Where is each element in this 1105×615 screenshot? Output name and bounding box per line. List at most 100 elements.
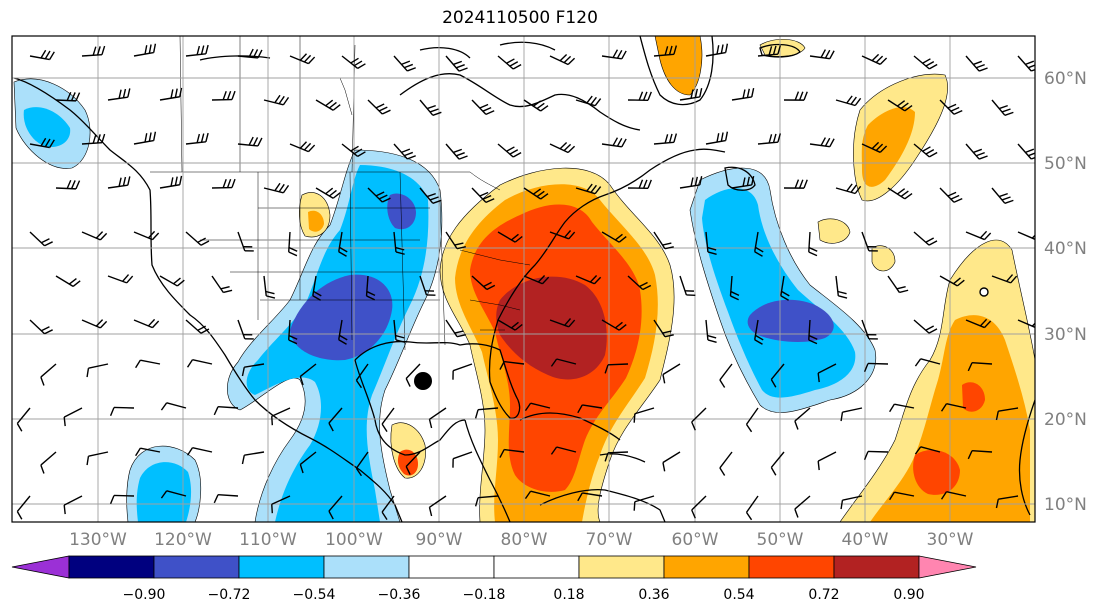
lat-label: 30°N — [1044, 325, 1087, 345]
wind-barb-feather — [96, 134, 101, 144]
wind-barb — [991, 275, 1012, 284]
wind-barb — [140, 359, 161, 365]
wind-barb — [133, 139, 154, 145]
wind-barb-feather — [586, 95, 593, 104]
wind-barb-feather — [568, 231, 576, 240]
wind-barb-feather — [730, 295, 739, 301]
wind-barb — [861, 319, 870, 340]
wind-barb — [719, 451, 733, 469]
wind-barb-feather — [509, 149, 519, 155]
wind-barb-feather — [299, 141, 308, 149]
wind-barb-feather — [1001, 196, 1011, 201]
colorbar-segment — [323, 555, 410, 579]
wind-barb-feather — [328, 422, 334, 432]
wind-barb — [497, 319, 516, 331]
wind-barb — [288, 231, 291, 253]
wind-barb — [887, 187, 906, 200]
wind-barb — [867, 450, 889, 453]
wind-barb-feather — [618, 236, 627, 243]
wind-barb-feather — [664, 46, 669, 56]
wind-barb-feather — [904, 104, 913, 112]
wind-barb-feather — [257, 49, 263, 59]
wind-barb — [729, 275, 733, 296]
wind-barb — [40, 451, 57, 466]
wind-barb-feather — [850, 96, 857, 105]
wind-barb — [835, 275, 840, 296]
wind-barb-feather — [432, 111, 442, 116]
wind-barb-feather — [325, 99, 334, 107]
wind-barb — [237, 319, 246, 340]
lon-label: 130°W — [69, 530, 127, 550]
wind-barb — [894, 491, 915, 497]
wind-barb-feather — [803, 179, 808, 189]
wind-barb — [237, 231, 246, 252]
wind-barb-feather — [512, 64, 522, 70]
wind-barb — [244, 451, 265, 456]
wind-barb-feather — [694, 88, 698, 98]
wind-barb-feather — [312, 295, 321, 301]
map-plot-area — [12, 36, 1035, 522]
lon-label: 110°W — [239, 530, 297, 550]
wind-barb-feather — [820, 49, 826, 58]
wind-barb-feather — [506, 58, 515, 64]
wind-barb — [185, 53, 206, 57]
wind-barb-feather — [41, 238, 50, 244]
wind-barb — [355, 451, 369, 469]
storm-center-dot — [414, 372, 432, 390]
wind-barb — [405, 451, 421, 467]
wind-barb-feather — [975, 151, 985, 157]
wind-barb — [1017, 55, 1032, 72]
coastlines — [13, 36, 1035, 522]
wind-barb — [263, 187, 284, 194]
wind-barb-feather — [950, 194, 960, 200]
wind-barb-feather — [694, 176, 698, 186]
wind-barb-feather — [118, 177, 122, 187]
wind-barb-feather — [967, 362, 973, 372]
wind-barb-feather — [772, 45, 777, 55]
wind-barb-feather — [621, 50, 627, 60]
wind-barb-feather — [577, 404, 583, 414]
wind-barb — [288, 319, 291, 341]
wind-barb-feather — [428, 419, 433, 429]
lat-label: 40°N — [1044, 239, 1087, 259]
wind-barb — [965, 319, 985, 329]
wind-barb — [16, 495, 31, 512]
wind-barb — [835, 99, 856, 107]
wind-barb-feather — [794, 420, 799, 430]
wind-barb-feather — [122, 88, 127, 98]
wind-barb — [634, 495, 655, 503]
wind-barb-feather — [998, 104, 1008, 110]
wind-barb-feather — [638, 91, 644, 101]
wind-barb-feather — [357, 63, 366, 70]
wind-barb-feather — [66, 91, 72, 101]
wind-barb-feather — [540, 105, 549, 112]
wind-barb-feather — [772, 133, 777, 143]
wind-barb-feather — [612, 49, 619, 58]
wind-barb-feather — [454, 330, 464, 334]
wind-barb-feather — [817, 461, 820, 471]
wind-barb-feather — [563, 143, 572, 152]
lat-label: 20°N — [1044, 410, 1087, 430]
wind-barb — [419, 187, 434, 204]
wind-barb — [965, 55, 980, 72]
wind-barb — [971, 361, 993, 365]
wind-barb — [745, 407, 759, 425]
wind-barb — [809, 143, 830, 148]
wind-barb-feather — [328, 101, 337, 109]
wind-barb — [1017, 143, 1032, 160]
colorbar-tick: −0.54 — [293, 587, 336, 603]
wind-barb-feather — [378, 194, 388, 200]
wind-barb-feather — [426, 192, 436, 198]
wind-barb-feather — [395, 339, 405, 343]
wind-barb-feather — [662, 242, 672, 246]
wind-barb-feather — [621, 138, 627, 148]
wind-barb — [549, 55, 569, 66]
wind-barb — [107, 184, 128, 189]
wind-barb — [601, 55, 622, 60]
wind-barb-feather — [829, 50, 835, 59]
wind-barb-feather — [278, 95, 285, 105]
wind-barb — [549, 231, 570, 240]
wind-barb-feather — [95, 231, 104, 239]
wind-barb — [887, 275, 900, 293]
wind-barb-feather — [716, 45, 720, 55]
